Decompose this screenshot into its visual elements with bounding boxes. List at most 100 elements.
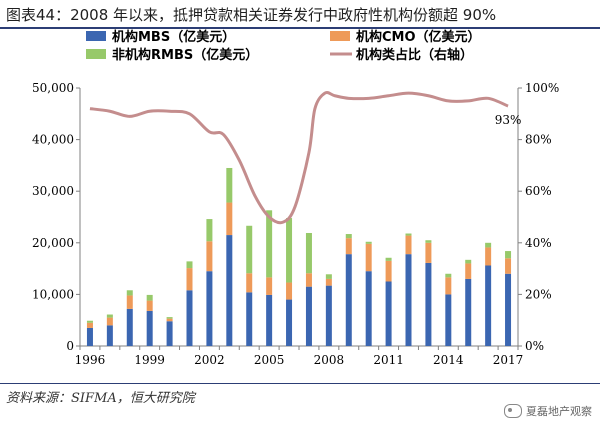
- bar-mbs: [385, 281, 392, 346]
- bar-mbs: [305, 286, 312, 346]
- y2-tick-label: 80%: [525, 133, 552, 147]
- bar-mbs: [146, 310, 153, 346]
- bar-cmo: [305, 273, 312, 287]
- bar-rmbs: [505, 251, 512, 259]
- bar-rmbs: [286, 218, 293, 283]
- wechat-icon: [504, 404, 522, 418]
- bar-mbs: [286, 299, 293, 346]
- bar-mbs: [485, 265, 492, 346]
- bar-rmbs: [186, 261, 193, 269]
- bar-cmo: [146, 300, 153, 311]
- bar-cmo: [505, 258, 512, 274]
- bar-mbs: [345, 254, 352, 346]
- bar-rmbs: [126, 290, 133, 296]
- bar-mbs: [365, 271, 372, 346]
- bar-rmbs: [425, 240, 432, 243]
- source-note: 资料来源：SIFMA，恒大研究院: [6, 391, 195, 406]
- bar-mbs: [505, 273, 512, 346]
- bar-mbs: [86, 327, 93, 346]
- chart-title: 图表44：2008 年以来，抵押贷款相关证券发行中政府性机构份额超 90%: [6, 6, 497, 24]
- bar-cmo: [385, 260, 392, 282]
- footer-divider: [0, 383, 600, 384]
- bar-mbs: [206, 271, 213, 346]
- x-tick-label: 2011: [373, 353, 404, 367]
- y2-tick-label: 100%: [525, 81, 559, 95]
- bar-mbs: [325, 285, 332, 346]
- bar-cmo: [365, 243, 372, 272]
- bar-mbs: [445, 294, 452, 346]
- bar-cmo: [166, 318, 173, 322]
- bar-rmbs: [206, 219, 213, 242]
- bar-rmbs: [405, 233, 412, 236]
- title-divider: [0, 27, 600, 29]
- legend-cmo-swatch: [330, 31, 350, 41]
- bar-rmbs: [246, 225, 253, 274]
- bar-mbs: [126, 308, 133, 346]
- bar-cmo: [186, 268, 193, 291]
- y-tick-label: 50,000: [32, 81, 74, 95]
- bar-rmbs: [226, 167, 233, 203]
- bar-mbs: [405, 254, 412, 346]
- legend-rmbs-swatch: [86, 49, 106, 59]
- bar-rmbs: [146, 294, 153, 301]
- legend-rmbs-label: 非机构RMBS（亿美元）: [112, 47, 258, 63]
- bar-rmbs: [86, 320, 93, 323]
- bar-rmbs: [465, 259, 472, 264]
- bar-mbs: [226, 235, 233, 346]
- x-tick-label: 2008: [314, 353, 345, 367]
- bar-rmbs: [305, 232, 312, 274]
- bar-cmo: [226, 202, 233, 236]
- y2-tick-label: 40%: [525, 236, 552, 250]
- bar-rmbs: [485, 242, 492, 248]
- x-tick-label: 2005: [254, 353, 285, 367]
- bar-mbs: [465, 278, 472, 346]
- legend-mbs-label: 机构MBS（亿美元）: [112, 29, 235, 45]
- bar-cmo: [266, 277, 273, 295]
- bar-rmbs: [445, 273, 452, 278]
- legend-cmo-label: 机构CMO（亿美元）: [356, 29, 481, 45]
- watermark-text: 夏磊地产观察: [526, 405, 592, 418]
- bar-mbs: [186, 290, 193, 346]
- x-tick-label: 1999: [134, 353, 165, 367]
- bar-cmo: [445, 277, 452, 295]
- y-tick-label: 30,000: [32, 184, 74, 198]
- watermark: 夏磊地产观察: [504, 403, 592, 419]
- bar-cmo: [206, 241, 213, 272]
- y2-tick-label: 20%: [525, 287, 552, 301]
- bar-cmo: [345, 238, 352, 255]
- y-tick-label: 40,000: [32, 133, 74, 147]
- bar-mbs: [266, 294, 273, 346]
- bar-cmo: [246, 273, 253, 293]
- bar-cmo: [405, 235, 412, 255]
- x-tick-label: 2002: [194, 353, 225, 367]
- bar-rmbs: [106, 314, 113, 318]
- bar-cmo: [485, 247, 492, 266]
- ratio-line: [89, 91, 509, 225]
- y2-tick-label: 60%: [525, 184, 552, 198]
- legend-mbs-swatch: [86, 31, 106, 41]
- bar-cmo: [86, 322, 93, 328]
- y-tick-label: 20,000: [32, 236, 74, 250]
- bar-rmbs: [266, 210, 273, 278]
- x-tick-label: 2014: [433, 353, 464, 367]
- bar-mbs: [106, 325, 113, 346]
- x-tick-label: 1996: [75, 353, 106, 367]
- bar-rmbs: [325, 274, 332, 279]
- bar-mbs: [425, 262, 432, 346]
- bar-mbs: [246, 292, 253, 346]
- bar-rmbs: [345, 234, 352, 239]
- bar-cmo: [286, 282, 293, 300]
- bar-rmbs: [365, 241, 372, 244]
- bar-cmo: [126, 295, 133, 309]
- ratio-annotation: 93%: [495, 113, 522, 127]
- bar-mbs: [166, 321, 173, 346]
- bar-cmo: [106, 317, 113, 326]
- y-tick-label: 0: [66, 339, 74, 353]
- bar-rmbs: [385, 257, 392, 261]
- bar-cmo: [465, 263, 472, 279]
- bar-cmo: [325, 278, 332, 286]
- bar-rmbs: [166, 317, 173, 319]
- bar-cmo: [425, 242, 432, 263]
- y2-tick-label: 0%: [525, 339, 544, 353]
